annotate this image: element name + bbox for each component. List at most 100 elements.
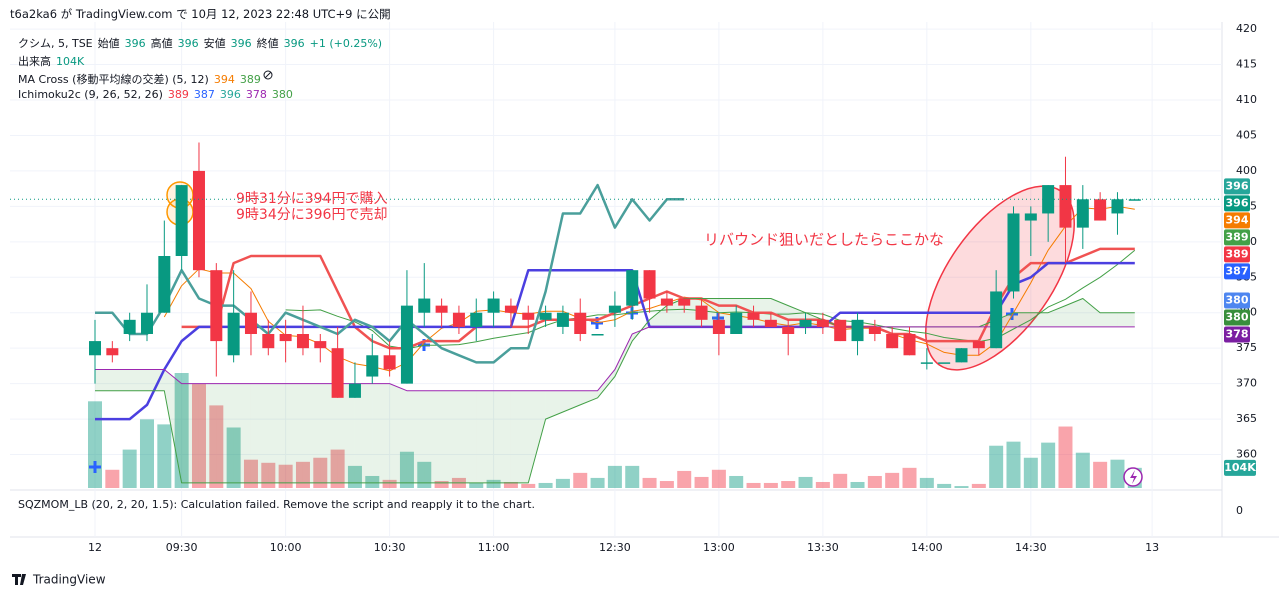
- volume-bar: [261, 462, 276, 488]
- candle-body: [262, 334, 275, 349]
- volume-bar: [295, 461, 310, 488]
- candle-body: [296, 334, 309, 349]
- cloud: [95, 369, 113, 391]
- ohlc-value: 396: [177, 37, 199, 50]
- cloud: [424, 390, 442, 483]
- volume-bar: [209, 405, 224, 488]
- candle-body: [764, 319, 777, 327]
- hide-icon[interactable]: [263, 70, 273, 80]
- ma-title: MA Cross (移動平均線の交差) (5, 12): [18, 73, 209, 86]
- cloud: [1013, 312, 1031, 327]
- candle-body: [574, 312, 587, 334]
- cloud: [441, 390, 459, 483]
- candle-body: [730, 312, 743, 334]
- candle-body: [400, 305, 413, 384]
- legend-value: 380: [271, 88, 293, 101]
- candle-body: [955, 348, 968, 363]
- cloud: [320, 383, 338, 483]
- candle-body: [1111, 199, 1124, 214]
- volume-bar: [191, 384, 206, 488]
- cloud: [250, 383, 269, 483]
- volume-bar: [105, 469, 120, 488]
- logo: [12, 574, 26, 585]
- candle-body: [1076, 199, 1089, 228]
- volume-bar: [330, 449, 345, 488]
- legend-value: 378: [245, 88, 267, 101]
- volume-bar: [278, 464, 293, 488]
- candle-body: [868, 326, 881, 334]
- candle-body: [89, 341, 101, 356]
- cloud: [580, 390, 598, 405]
- cloud: [164, 369, 182, 483]
- price-tag: [1224, 292, 1250, 309]
- y-tick-label: 420: [1236, 22, 1257, 35]
- cloud: [181, 383, 199, 483]
- cloud: [510, 390, 529, 483]
- ohlc-value: 396: [124, 37, 146, 50]
- volume-bar: [659, 481, 674, 488]
- annotation: 9時34分に396円で売却: [236, 207, 387, 223]
- candle-body: [366, 355, 379, 377]
- price-tag: [1224, 309, 1250, 326]
- candle-body: [556, 312, 569, 327]
- volume-bar: [729, 475, 744, 488]
- legend-main: クシム, 5, TSE 始値 396 高値 396 安値 396 終値 396 +1 (+0.25…: [18, 35, 387, 51]
- price-tag: [1224, 178, 1250, 195]
- candle-body: [938, 362, 951, 364]
- volume-bar: [486, 479, 501, 488]
- ohlc-value: 396: [230, 37, 252, 50]
- candle-body: [920, 362, 933, 364]
- volume-bar: [1093, 461, 1108, 488]
- candle-body: [591, 334, 604, 336]
- legend-value: 389: [239, 73, 261, 86]
- candle-body: [435, 305, 448, 313]
- x-tick-label: 14:30: [1015, 541, 1047, 554]
- alert-bolt: [1130, 470, 1137, 484]
- ohlc-label: 始値: [97, 37, 120, 50]
- candle-body: [678, 298, 691, 306]
- volume-bar: [954, 486, 969, 488]
- candle-body: [227, 312, 240, 356]
- candle-body: [834, 319, 847, 342]
- candle-body: [470, 312, 483, 327]
- footer-brand: TradingView: [32, 573, 106, 587]
- cloud: [528, 390, 546, 483]
- cloud: [302, 383, 321, 483]
- candle-body: [504, 305, 517, 313]
- volume-bar: [590, 477, 605, 488]
- candle-body: [799, 319, 812, 327]
- candle-body: [1024, 213, 1037, 221]
- x-tick-label: 09:30: [166, 541, 198, 554]
- candle-body: [816, 319, 829, 327]
- candle-body: [487, 298, 500, 313]
- volume-bar: [157, 424, 172, 488]
- symbol: クシム, 5, TSE: [18, 37, 93, 50]
- volume-bar: [573, 472, 588, 488]
- volume-bar: [1075, 452, 1090, 488]
- candle-body: [279, 334, 292, 342]
- y-tick-label: 375: [1236, 341, 1257, 354]
- price-tag-label: 394: [1226, 213, 1249, 226]
- lower-pane-title: SQZMOM_LB (20, 2, 20, 1.5): Calculation …: [18, 498, 535, 511]
- volume-bar: [1058, 426, 1073, 488]
- candle-body: [1042, 185, 1055, 214]
- price-tag-label: 378: [1226, 327, 1249, 340]
- volume-bar: [867, 475, 882, 488]
- y-tick-label: 410: [1236, 93, 1257, 106]
- price-tag-label: 380: [1226, 293, 1249, 306]
- volume-bar: [989, 445, 1004, 488]
- price-tag-label: 389: [1226, 247, 1249, 260]
- cloud: [146, 369, 165, 391]
- cloud: [1065, 298, 1083, 327]
- cloud: [562, 390, 581, 412]
- price-tag: [1224, 246, 1250, 263]
- volume-bar: [677, 470, 692, 488]
- volume-bar: [937, 483, 952, 488]
- volume-bar: [711, 469, 726, 488]
- x-tick-label: 13:00: [703, 541, 735, 554]
- volume-bar: [469, 482, 484, 488]
- volume-bar: [174, 373, 189, 488]
- candle-body: [331, 348, 344, 398]
